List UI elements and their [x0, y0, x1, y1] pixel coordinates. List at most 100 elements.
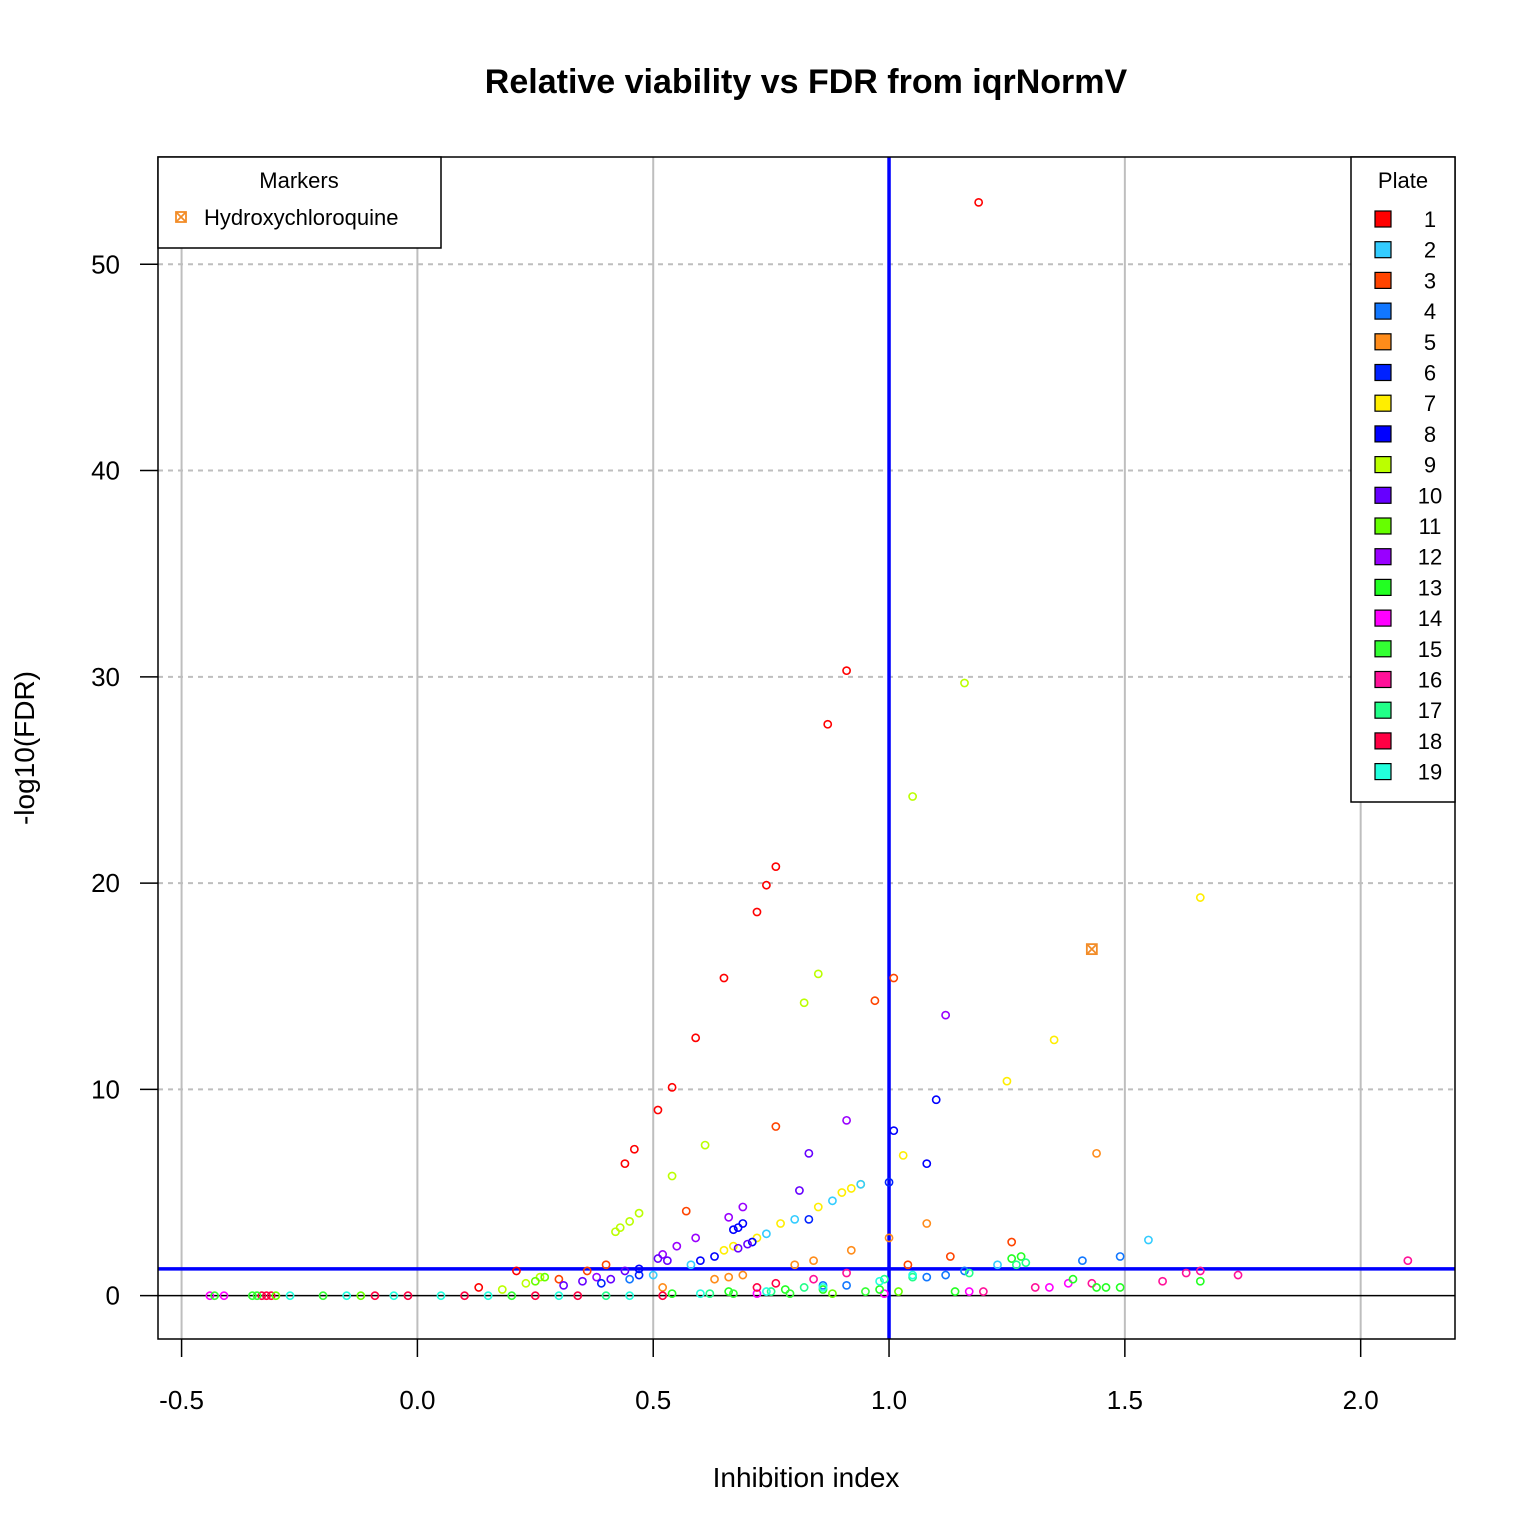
data-point-plate-19 [342, 1291, 352, 1301]
data-point-plate-6 [634, 1270, 644, 1280]
data-point-plate-11 [530, 1276, 540, 1286]
data-point-plate-4 [842, 1280, 851, 1290]
data-point-plate-5 [710, 1274, 719, 1284]
data-point-plate-2 [790, 1214, 800, 1224]
data-point-plate-15 [210, 1291, 219, 1301]
y-tick-label: 0 [106, 1281, 120, 1311]
data-point-plate-12 [724, 1212, 734, 1222]
plate-legend-item: 7 [1374, 391, 1436, 416]
data-point-plate-18 [658, 1291, 668, 1301]
highlight-point [1085, 943, 1098, 956]
data-point-plate-5 [884, 1233, 894, 1243]
plate-legend-label: 5 [1424, 330, 1436, 355]
plate-legend-item: 11 [1374, 514, 1441, 539]
data-point-plate-8 [634, 1264, 644, 1274]
data-point-plate-8 [931, 1095, 941, 1105]
data-point-plate-2 [686, 1260, 696, 1270]
data-point-plate-17 [766, 1287, 776, 1296]
data-point-plate-14 [219, 1291, 229, 1301]
data-point-plate-15 [247, 1291, 257, 1301]
data-point-plate-15 [728, 1289, 738, 1299]
data-point-plate-3 [1007, 1237, 1017, 1247]
data-point-plate-5 [790, 1260, 800, 1270]
data-point-plate-4 [625, 1274, 635, 1284]
data-point-plate-14 [964, 1287, 974, 1296]
data-point-plate-14 [1063, 1278, 1073, 1288]
data-point-plate-17 [1011, 1260, 1021, 1270]
plate-legend-box [1350, 156, 1456, 803]
plate-legend-label: 1 [1424, 207, 1436, 232]
data-point-plate-16 [1087, 1278, 1097, 1288]
plate-legend-label: 8 [1424, 422, 1436, 447]
data-point-plate-16 [1403, 1256, 1413, 1266]
data-point-plate-1 [629, 1144, 639, 1154]
data-point-plate-3 [771, 1122, 781, 1131]
data-point-plate-10 [795, 1186, 804, 1195]
plate-legend-item: 12 [1374, 545, 1442, 570]
data-point-plate-19 [818, 1283, 828, 1292]
data-point-plate-9 [634, 1208, 644, 1218]
data-point-plate-1 [653, 1105, 663, 1115]
x-tick-label: -0.5 [159, 1385, 204, 1415]
data-point-plate-3 [582, 1266, 592, 1276]
data-point-plate-1 [842, 666, 851, 676]
data-point-plate-19 [625, 1291, 635, 1301]
data-point-plate-7 [1195, 893, 1205, 902]
markers-legend-title: Markers [259, 168, 338, 193]
plate-legend-item: 10 [1374, 483, 1442, 508]
data-point-plate-5 [846, 1245, 856, 1255]
data-points [205, 197, 1413, 1301]
data-point-plate-2 [1144, 1235, 1153, 1245]
data-point-plate-7 [837, 1188, 847, 1197]
x-tick-label: 1.5 [1107, 1385, 1143, 1415]
data-point-plate-2 [856, 1179, 866, 1189]
data-point-plate-1 [512, 1266, 521, 1276]
data-point-plate-10 [559, 1280, 569, 1290]
markers-legend-label: Hydroxychloroquine [204, 205, 398, 230]
y-tick-label: 40 [91, 456, 120, 486]
y-tick-label: 10 [91, 1074, 120, 1104]
plate-legend-item: 3 [1374, 268, 1436, 293]
x-tick-label: 1.0 [871, 1385, 907, 1415]
plate-legend-item: 14 [1374, 606, 1442, 631]
data-point-plate-11 [271, 1291, 281, 1301]
plate-legend-item: 1 [1374, 207, 1436, 232]
x-tick-label: 0.5 [635, 1385, 671, 1415]
plate-legend-item: 13 [1374, 575, 1442, 600]
data-point-plate-4 [1078, 1256, 1087, 1266]
data-point-plate-1 [974, 197, 984, 207]
data-point-plate-13 [1016, 1252, 1026, 1261]
data-point-plate-11 [828, 1289, 837, 1299]
markers-legend: Markers Hydroxychloroquine [157, 156, 442, 249]
data-point-plate-13 [1101, 1283, 1111, 1292]
data-point-plate-1 [771, 862, 781, 872]
data-point-plate-16 [809, 1274, 818, 1284]
data-point-plate-18 [771, 1278, 781, 1288]
data-point-plate-7 [728, 1241, 738, 1251]
plate-legend-item: 15 [1374, 637, 1442, 662]
data-point-plate-13 [1068, 1274, 1078, 1284]
data-point-plate-13 [780, 1285, 790, 1294]
plate-legend-label: 7 [1424, 391, 1436, 416]
data-point-plate-10 [653, 1254, 663, 1263]
data-point-plate-15 [318, 1291, 328, 1301]
data-point-plate-12 [592, 1272, 602, 1282]
data-point-plate-10 [662, 1256, 672, 1266]
data-point-plate-18 [752, 1283, 762, 1292]
plate-legend-label: 2 [1424, 238, 1436, 263]
data-point-plate-3 [889, 973, 899, 983]
data-point-plate-17 [705, 1289, 715, 1299]
data-point-plate-1 [620, 1159, 630, 1169]
data-point-plate-9 [799, 998, 809, 1008]
plate-legend-label: 10 [1418, 483, 1442, 508]
data-point-plate-14 [1044, 1283, 1054, 1292]
data-point-plate-13 [667, 1289, 677, 1299]
data-point-plate-8 [728, 1225, 738, 1235]
data-point-plate-18 [262, 1291, 271, 1301]
data-point-plate-15 [507, 1291, 517, 1301]
plate-legend-label: 15 [1418, 637, 1442, 662]
data-point-plate-12 [691, 1233, 701, 1243]
data-point-plate-10 [804, 1148, 814, 1158]
